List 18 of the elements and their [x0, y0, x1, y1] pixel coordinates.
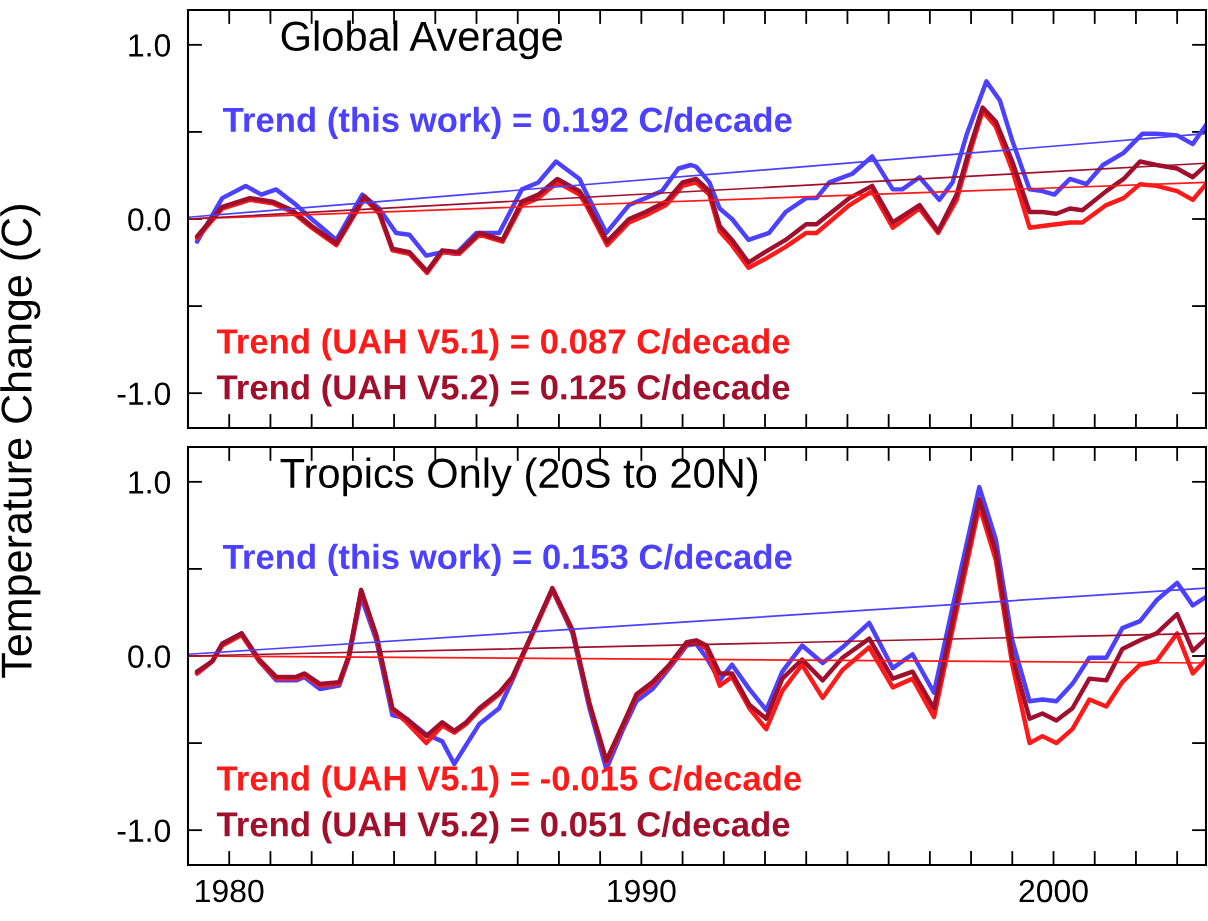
y-tick-label: -1.0 [117, 819, 171, 843]
text: Trend (UAH V5.2) = 0.125 C/decade [216, 374, 790, 407]
x-tick-label: 1980 [196, 879, 264, 903]
chart-title: Tropics Only (20S to 20N) [280, 457, 758, 497]
text: Trend (UAH V5.1) = 0.087 C/decade [216, 328, 790, 361]
series-label: Trend (this work) = 0.153 C/decade [223, 543, 792, 577]
y-tick-label: 0.0 [128, 208, 171, 231]
x-tick-label: 1990 [608, 879, 676, 903]
text: Trend (UAH V5.2) = 0.051 C/decade [216, 811, 790, 844]
y-tick-label: 1.0 [129, 471, 171, 494]
y-tick-label: 1.0 [129, 34, 171, 57]
y-tick-label: -1.0 [117, 382, 171, 406]
chart-title: Global Average [281, 20, 562, 60]
text: Trend (UAH V5.1) = -0.015 C/decade [216, 765, 801, 798]
x-tick-label: 2000 [1019, 879, 1088, 903]
y-axis-title: Temperature Change (C) [0, 205, 41, 678]
series-label: Trend (this work) = 0.192 C/decade [223, 106, 792, 140]
y-tick-label: 0.0 [128, 645, 171, 668]
